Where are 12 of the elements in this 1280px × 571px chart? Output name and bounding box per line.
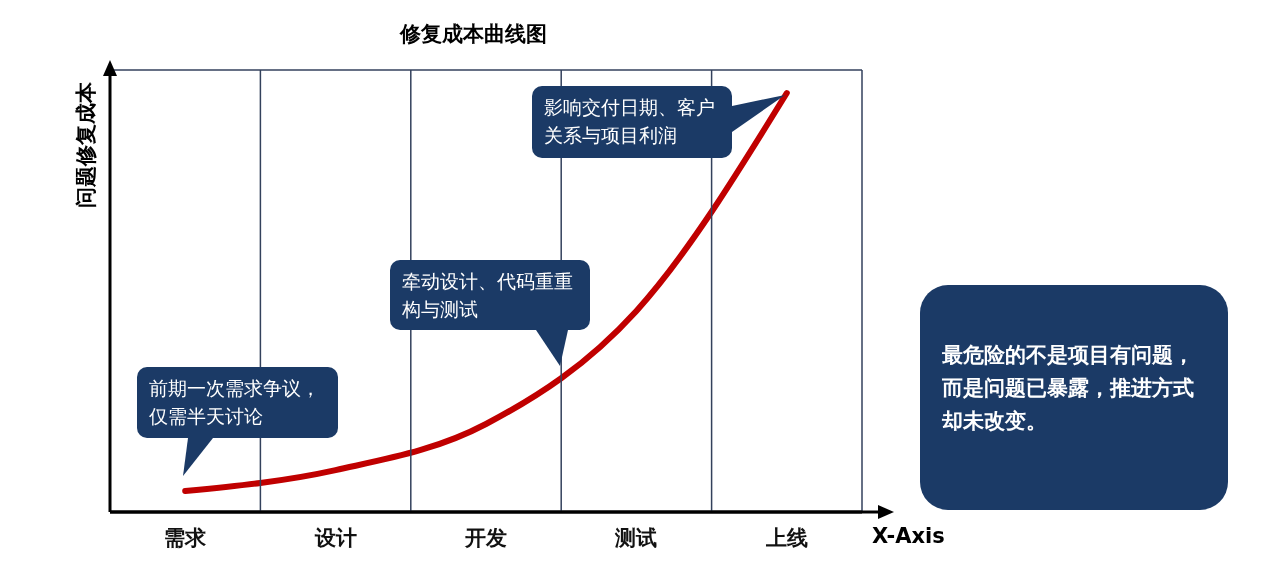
annotation: 前期一次需求争议，仅需半天讨论: [149, 376, 321, 429]
annotation: 牵动设计、代码重重构与测试: [402, 269, 574, 322]
x-axis-title: X-Axis: [872, 524, 945, 548]
chart-title: 修复成本曲线图: [398, 21, 548, 48]
x-tick-label: 需求: [164, 525, 208, 550]
x-tick-label: 上线: [764, 525, 808, 550]
x-tick-label: 开发: [464, 525, 507, 550]
annotation: 影响交付日期、客户关系与项目利润: [544, 95, 716, 148]
y-axis-title: 问题修复成本: [73, 81, 99, 210]
x-tick-label: 测试: [614, 525, 658, 550]
text: 最危险的不是项目有问题，而是问题已暴露，推进方式却未改变。: [920, 285, 1228, 510]
x-tick-label: 设计: [313, 525, 357, 550]
